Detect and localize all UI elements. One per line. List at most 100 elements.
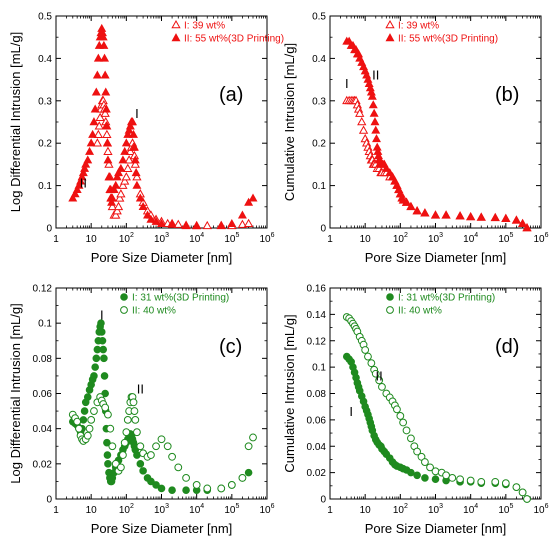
data-point xyxy=(227,481,236,489)
series-1 xyxy=(92,95,254,230)
y-tick-label: 0.02 xyxy=(307,468,327,479)
data-point xyxy=(133,428,141,437)
data-point xyxy=(99,40,109,49)
legend: I: 31 wt%(3D Printing) II: 40 wt% xyxy=(386,293,495,317)
data-point xyxy=(216,220,226,229)
series-2 xyxy=(342,36,532,232)
data-point xyxy=(119,451,127,459)
y-axis-title: Log Differential Intrusion [mL/g] xyxy=(8,32,23,212)
data-point xyxy=(157,218,166,227)
data-point xyxy=(238,474,247,482)
data-point xyxy=(103,155,113,164)
data-point xyxy=(123,163,133,172)
legend-marker xyxy=(120,306,128,314)
legend-marker xyxy=(120,293,128,301)
data-point xyxy=(124,155,134,164)
y-tick-label: 0.3 xyxy=(38,96,52,107)
data-point xyxy=(80,407,89,415)
legend-label: II: 55 wt%(3D Printing) xyxy=(184,34,284,45)
data-point xyxy=(86,138,96,147)
data-point xyxy=(102,121,112,130)
data-point xyxy=(83,393,92,401)
x-tick-label: 102 xyxy=(393,503,408,516)
x-tick-label: 103 xyxy=(428,232,443,245)
x-tick-label: 1 xyxy=(53,234,59,245)
data-point xyxy=(104,410,112,419)
data-point xyxy=(83,155,93,164)
data-point xyxy=(518,488,527,497)
data-point xyxy=(100,53,110,62)
x-tick-label: 104 xyxy=(189,232,204,245)
data-point xyxy=(100,372,109,380)
data-point xyxy=(466,212,476,221)
data-point xyxy=(98,32,108,41)
data-point xyxy=(393,405,401,414)
chart-panel-c: 1 10 102 103 104 105 106 0 0.02 0.04 0.06 0.08 0.1 0.… xyxy=(8,284,275,537)
data-point xyxy=(369,108,379,117)
data-point xyxy=(118,155,128,164)
data-point xyxy=(104,172,114,181)
data-point xyxy=(90,407,98,415)
data-point xyxy=(103,438,111,447)
data-point xyxy=(396,412,405,420)
data-point xyxy=(227,218,237,227)
data-point xyxy=(89,117,99,126)
x-tick-label: 104 xyxy=(463,232,478,245)
data-point xyxy=(76,176,86,185)
data-point xyxy=(501,213,511,222)
data-point xyxy=(90,372,98,380)
data-point xyxy=(217,484,226,493)
annotation: II xyxy=(80,176,87,191)
data-point xyxy=(466,476,475,485)
data-point xyxy=(143,210,152,219)
data-point xyxy=(116,463,125,472)
data-point xyxy=(107,193,117,202)
data-point xyxy=(168,486,176,495)
data-point xyxy=(129,142,139,151)
data-point xyxy=(147,477,155,486)
y-tick-label: 0.16 xyxy=(307,284,327,295)
data-point xyxy=(124,125,134,134)
data-point xyxy=(167,219,177,228)
data-point xyxy=(111,180,121,189)
data-point xyxy=(407,468,415,477)
y-tick-label: 0 xyxy=(46,224,52,235)
legend-marker xyxy=(386,306,394,314)
y-tick-label: 0.12 xyxy=(33,284,53,295)
x-tick-label: 10 xyxy=(360,234,372,245)
data-point xyxy=(402,197,412,206)
data-point xyxy=(104,460,112,468)
data-point xyxy=(371,369,380,378)
data-point xyxy=(114,168,124,177)
data-point xyxy=(147,451,155,459)
data-point xyxy=(123,415,132,424)
data-point xyxy=(120,438,129,447)
data-point xyxy=(93,53,103,62)
x-tick-label: 103 xyxy=(154,503,169,516)
legend: I: 39 wt% II: 55 wt%(3D Printing) xyxy=(385,19,498,45)
data-point xyxy=(406,201,416,211)
annotation: II xyxy=(372,68,379,83)
x-tick-label: 106 xyxy=(533,503,548,516)
data-point xyxy=(123,129,133,138)
y-tick-label: 0.4 xyxy=(312,54,326,65)
x-tick-label: 105 xyxy=(224,232,239,245)
data-point xyxy=(109,185,119,194)
data-point xyxy=(157,435,166,444)
data-point xyxy=(203,484,212,493)
data-point xyxy=(243,218,254,228)
data-point xyxy=(95,112,105,122)
chart-panel-a: 1 10 102 103 104 105 106 0 0.1 0.2 0.3 0.4 0.5 Pore S… xyxy=(8,12,284,266)
data-point xyxy=(367,359,376,368)
y-tick-label: 0.3 xyxy=(312,96,326,107)
data-point xyxy=(402,426,411,435)
data-point xyxy=(355,108,365,117)
x-tick-label: 10 xyxy=(360,505,372,516)
series-2 xyxy=(68,393,257,493)
data-point xyxy=(413,447,422,456)
data-point xyxy=(91,87,101,96)
data-point xyxy=(108,442,117,451)
data-point xyxy=(99,345,108,354)
y-tick-label: 0.1 xyxy=(38,319,52,330)
series-1 xyxy=(342,352,531,503)
